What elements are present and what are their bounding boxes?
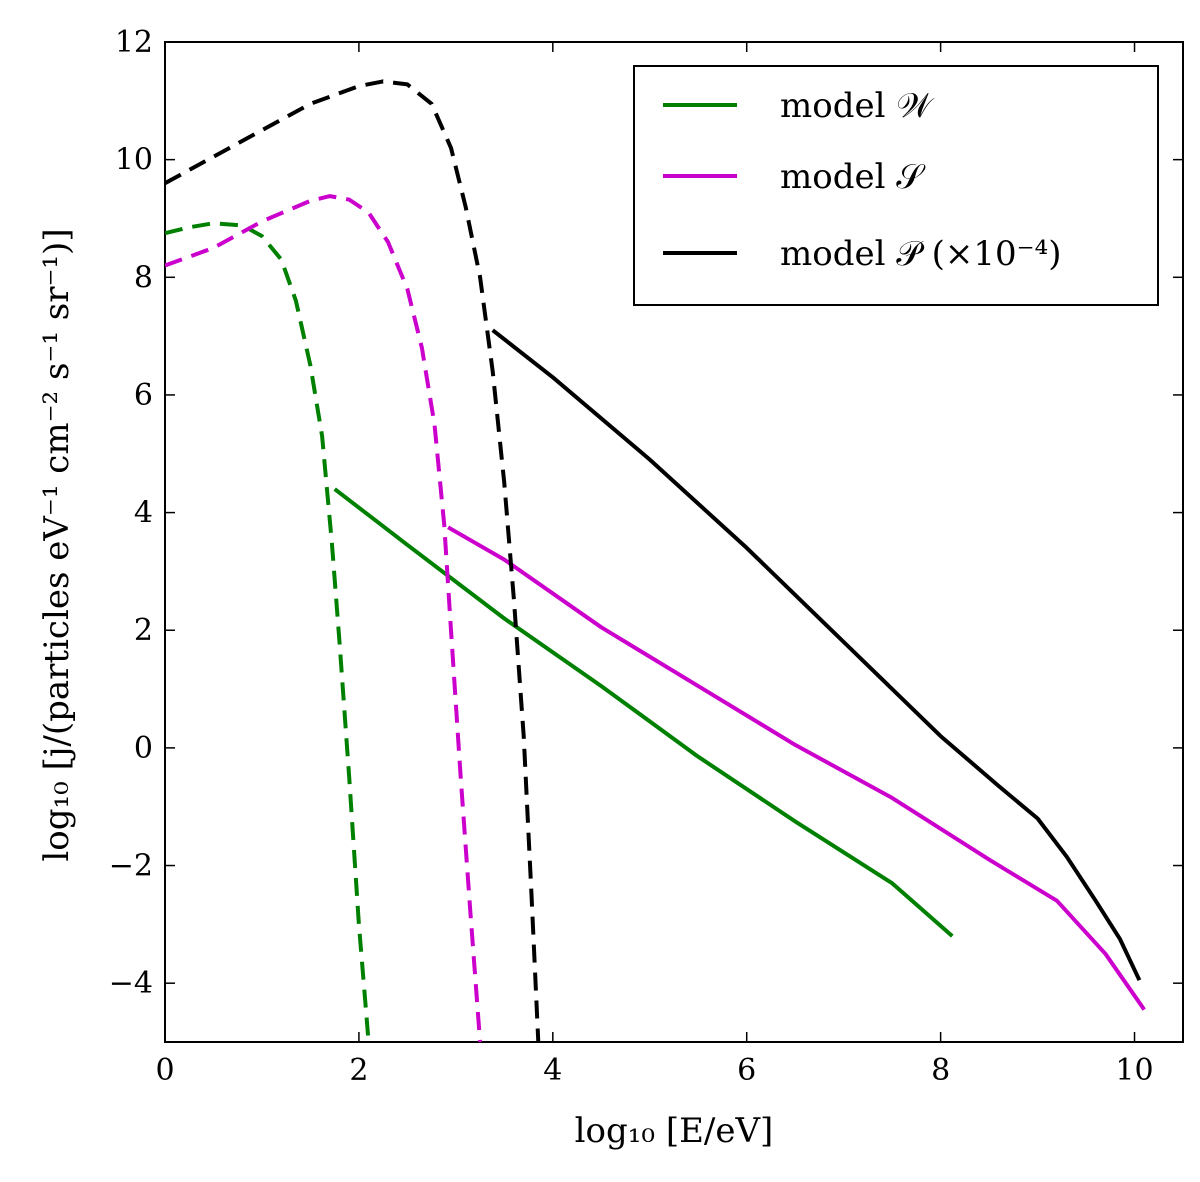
y-tick-label: 2 [134, 613, 153, 648]
series-line-model-p-dashed [165, 79, 541, 1042]
series-line-model-s-solid [447, 525, 1146, 1011]
y-axis-label-text: log₁₀ [j/(particles eV⁻¹ cm⁻² s⁻¹ sr⁻¹)] [37, 228, 77, 861]
x-tick-label: 6 [737, 1053, 756, 1088]
legend-label-model-w: model 𝒲 [780, 86, 935, 126]
y-tick-label: −2 [109, 849, 153, 884]
legend-label-model-p: model 𝒫 (×10⁻⁴) [780, 234, 1061, 274]
series-line-model-w-solid [333, 487, 954, 938]
y-tick-label: 0 [134, 731, 153, 766]
series-layer [165, 79, 1146, 1042]
legend-label-model-s: model 𝒮 [780, 157, 926, 197]
legend: model 𝒲 model 𝒮 model 𝒫 (×10⁻⁴) [633, 65, 1159, 306]
y-tick-label: 6 [134, 378, 153, 413]
x-tick-label: 4 [543, 1053, 562, 1088]
x-axis-label-text: log₁₀ [E/eV] [575, 1111, 774, 1151]
y-axis-label: log₁₀ [j/(particles eV⁻¹ cm⁻² s⁻¹ sr⁻¹)] [37, 228, 77, 861]
series-line-model-p-solid [491, 328, 1142, 982]
x-tick-label: 10 [1115, 1053, 1153, 1088]
x-axis-label: log₁₀ [E/eV] [575, 1111, 774, 1151]
y-tick-label: 8 [134, 260, 153, 295]
ticks-layer: 0 2 4 6 8 10 −4 −2 0 2 4 6 8 10 12 [109, 25, 1183, 1088]
series-line-model-s-dashed [165, 194, 483, 1042]
y-tick-label: −4 [109, 966, 153, 1001]
x-tick-label: 2 [349, 1053, 368, 1088]
y-tick-label: 12 [115, 25, 153, 60]
series-line-model-w-dashed [165, 221, 371, 1042]
y-tick-label: 4 [134, 496, 153, 531]
x-tick-label: 8 [931, 1053, 950, 1088]
y-tick-label: 10 [115, 143, 153, 178]
x-tick-label: 0 [155, 1053, 174, 1088]
